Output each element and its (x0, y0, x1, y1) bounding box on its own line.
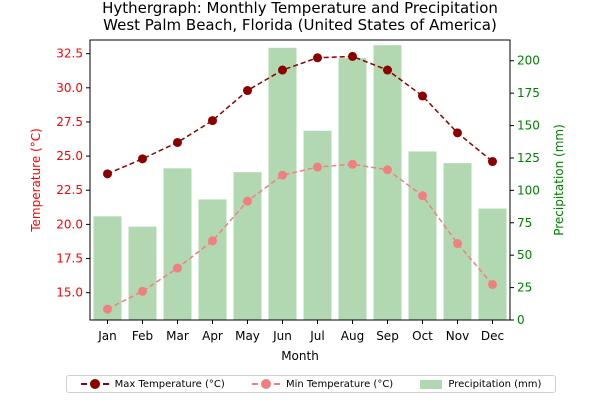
right-tick-label: 175 (517, 86, 540, 100)
y-axis-left-label: Temperature (°C) (29, 128, 43, 233)
min-temp-point-aug (348, 159, 357, 169)
min-temp-point-feb (138, 286, 147, 296)
x-tick-label-jun: Jun (272, 329, 292, 343)
legend-swatch-min (251, 379, 280, 389)
max-temp-point-jul (313, 53, 322, 63)
min-temp-point-dec (488, 279, 497, 289)
x-tick-label-jul: Jul (309, 329, 324, 343)
right-tick-label: 100 (517, 183, 540, 197)
x-tick-label-dec: Dec (481, 329, 504, 343)
left-tick-label: 32.5 (56, 47, 83, 61)
right-tick-label: 150 (517, 119, 540, 133)
right-tick-label: 50 (517, 248, 532, 262)
precip-bar-feb (128, 226, 157, 320)
left-tick-label: 25.0 (56, 149, 83, 163)
max-temp-point-nov (453, 128, 462, 138)
min-temp-point-sep (383, 165, 392, 175)
left-tick-label: 15.0 (56, 286, 83, 300)
precip-bar-jan (93, 216, 122, 320)
x-tick-label-may: May (235, 329, 260, 343)
right-tick-label: 200 (517, 54, 540, 68)
max-temp-point-sep (383, 65, 392, 75)
legend: Max Temperature (°C) Min Temperature (°C… (66, 375, 556, 393)
max-temp-point-jan (103, 169, 112, 179)
right-tick-label: 125 (517, 151, 540, 165)
legend-label-min: Min Temperature (°C) (285, 378, 394, 390)
precip-bar-dec (478, 208, 507, 320)
max-temp-point-mar (173, 137, 182, 147)
legend-item-max: Max Temperature (°C) (80, 378, 225, 390)
precip-bar-sep (373, 45, 402, 321)
chart-subtitle: West Palm Beach, Florida (United States … (103, 16, 497, 34)
x-tick-label-nov: Nov (446, 329, 469, 343)
x-tick-label-feb: Feb (132, 329, 153, 343)
x-tick-label-aug: Aug (341, 329, 364, 343)
precip-bar-apr (198, 199, 227, 320)
min-temp-point-oct (418, 191, 427, 201)
max-temp-point-dec (488, 157, 497, 167)
precip-bar-oct (408, 151, 437, 320)
legend-item-precip: Precipitation (mm) (420, 379, 541, 390)
chart-title: Hythergraph: Monthly Temperature and Pre… (102, 0, 498, 17)
precip-bar-jul (303, 130, 332, 320)
legend-swatch-max (80, 379, 109, 389)
precip-bar-mar (163, 168, 192, 320)
min-temp-point-jul (313, 162, 322, 172)
max-temp-point-feb (138, 154, 147, 164)
min-temp-point-mar (173, 263, 182, 273)
legend-label-precip: Precipitation (mm) (448, 378, 542, 390)
left-tick-label: 27.5 (56, 115, 83, 129)
precip-bar-aug (338, 58, 367, 321)
max-temp-point-apr (208, 116, 217, 126)
legend-swatch-precip (420, 379, 443, 389)
left-tick-label: 22.5 (56, 183, 83, 197)
min-temp-point-jan (103, 304, 112, 314)
left-tick-label: 17.5 (56, 252, 83, 266)
max-temp-point-may (243, 86, 252, 96)
left-tick-label: 20.0 (56, 217, 83, 231)
x-axis-label: Month (281, 349, 319, 363)
x-tick-label-oct: Oct (412, 329, 433, 343)
x-tick-label-apr: Apr (202, 329, 223, 343)
precip-bar-jun (268, 47, 297, 321)
legend-label-max: Max Temperature (°C) (114, 378, 225, 390)
max-temp-point-aug (348, 51, 357, 61)
min-temp-point-apr (208, 236, 217, 246)
min-temp-point-may (243, 196, 252, 206)
left-tick-label: 30.0 (56, 81, 83, 95)
right-tick-label: 0 (517, 313, 525, 327)
y-axis-right-label: Precipitation (mm) (552, 124, 566, 236)
x-tick-label-mar: Mar (166, 329, 189, 343)
plot-frame (89, 39, 511, 321)
right-tick-label: 75 (517, 216, 532, 230)
min-temp-point-jun (278, 170, 287, 180)
legend-item-min: Min Temperature (°C) (251, 378, 394, 390)
max-temp-point-oct (418, 91, 427, 101)
x-tick-label-jan: Jan (97, 329, 117, 343)
max-temp-point-jun (278, 65, 287, 75)
right-tick-label: 25 (517, 281, 532, 295)
precip-bar-may (233, 172, 262, 320)
min-temp-line (107, 163, 494, 310)
x-tick-label-sep: Sep (376, 329, 399, 343)
min-temp-point-nov (453, 239, 462, 249)
